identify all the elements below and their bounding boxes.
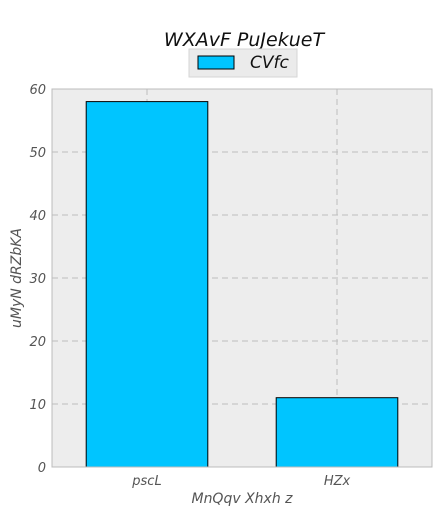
y-ticks: 0 10 20 30 40 50 60 — [29, 83, 46, 476]
y-tick-label: 10 — [29, 398, 46, 413]
y-tick-label: 30 — [29, 272, 46, 287]
bars — [85, 101, 399, 468]
plot-frame — [51, 88, 433, 468]
x-tick-label: HZx — [324, 474, 351, 489]
y-tick-label: 50 — [29, 146, 46, 161]
bar-pscL — [85, 101, 209, 468]
y-tick-label: 20 — [29, 335, 46, 350]
x-tick-label: pscL — [131, 474, 161, 489]
legend: CVfc — [188, 48, 298, 78]
y-tick-label: 40 — [29, 209, 46, 224]
y-tick-label: 0 — [38, 461, 46, 476]
legend-swatch — [197, 55, 235, 70]
y-tick-label: 60 — [29, 83, 46, 98]
legend-label: CVfc — [250, 53, 289, 73]
x-ticks: pscL HZx — [131, 474, 350, 489]
chart-title: WXAvF PuJekueT — [164, 29, 326, 51]
bar-HZx — [275, 397, 399, 468]
y-axis-label: uMyN dRZbKA — [9, 228, 25, 328]
x-axis-label: MnQqv Xhxh z — [191, 491, 293, 507]
